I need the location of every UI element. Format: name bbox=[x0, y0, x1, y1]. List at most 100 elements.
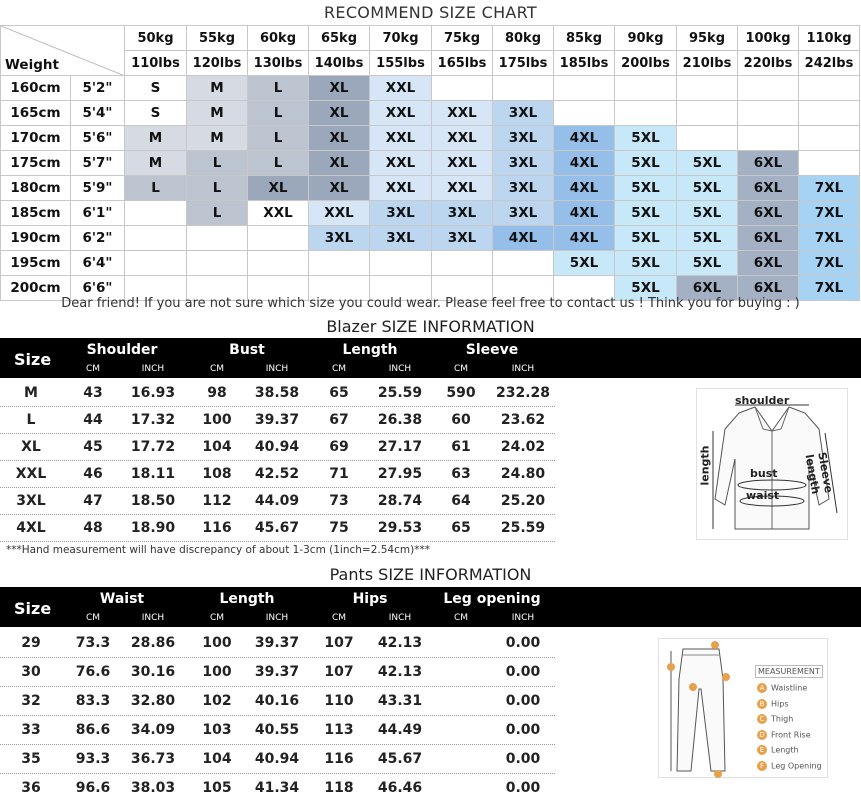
measure-value: 107 bbox=[324, 664, 354, 680]
size-cell: L bbox=[186, 200, 248, 226]
lbs-header: 165lbs bbox=[431, 50, 493, 76]
size-cell: 5XL bbox=[614, 200, 677, 226]
height-ft: 5'2" bbox=[70, 75, 125, 101]
lbs-header: 220lbs bbox=[737, 50, 799, 76]
measure-value: 45 bbox=[83, 439, 103, 455]
measure-value: 113 bbox=[324, 722, 354, 738]
size-cell bbox=[553, 275, 615, 301]
size-cell bbox=[124, 275, 187, 301]
measure-value: 36.73 bbox=[130, 751, 176, 767]
size-cell: L bbox=[186, 175, 248, 201]
size-cell bbox=[431, 275, 493, 301]
measure-value: 86.6 bbox=[75, 722, 111, 738]
size-value: XL bbox=[21, 439, 41, 455]
size-value: 35 bbox=[21, 751, 41, 767]
table-row: L 44 17.32 100 39.37 67 26.38 60 23.62 bbox=[0, 407, 555, 434]
size-cell: 3XL bbox=[492, 175, 554, 201]
unit-inch: INCH bbox=[511, 364, 535, 374]
height-cm: 165cm bbox=[0, 100, 71, 126]
measure-value: 16.93 bbox=[130, 385, 176, 401]
legend-item: D Front Rise bbox=[757, 729, 811, 740]
measure-value: 590 bbox=[446, 385, 476, 401]
table-row: 3XL 47 18.50 112 44.09 73 28.74 64 25.20 bbox=[0, 488, 555, 515]
size-cell bbox=[798, 150, 860, 176]
weight-corner-cell: Weight bbox=[0, 25, 125, 76]
size-cell: 6XL bbox=[737, 275, 799, 301]
height-ft: 6'1" bbox=[70, 200, 125, 226]
unit-inch: INCH bbox=[265, 364, 289, 374]
measure-value: 63 bbox=[451, 466, 471, 482]
size-cell: 6XL bbox=[737, 150, 799, 176]
measure-value: 40.16 bbox=[254, 693, 300, 709]
table-row: 35 93.3 36.73 104 40.94 116 45.67 0.00 bbox=[0, 745, 555, 774]
measure-value: 40.55 bbox=[254, 722, 300, 738]
measure-value: 67 bbox=[329, 412, 349, 428]
table-row: 32 83.3 32.80 102 40.16 110 43.31 0.00 bbox=[0, 687, 555, 716]
measure-value: 0.00 bbox=[505, 722, 541, 738]
height-row: 180cm 5'9" L L XL XL XXL XXL 3XL 4XL 5XL 5XL 6XL 7XL bbox=[0, 175, 860, 201]
size-cell bbox=[737, 75, 799, 101]
size-cell bbox=[553, 100, 615, 126]
size-cell: L bbox=[247, 150, 309, 176]
measure-value: 104 bbox=[202, 439, 232, 455]
measure-value: 18.90 bbox=[130, 520, 176, 536]
legend-item: A Waistline bbox=[757, 683, 807, 693]
legend-label: Front Rise bbox=[771, 730, 811, 739]
height-cm: 185cm bbox=[0, 200, 71, 226]
measure-value: 46.46 bbox=[377, 780, 423, 796]
size-cell bbox=[798, 100, 860, 126]
size-cell bbox=[124, 200, 187, 226]
size-cell: 3XL bbox=[369, 200, 432, 226]
measure-value: 18.11 bbox=[130, 466, 176, 482]
legend-label: Waistline bbox=[771, 683, 808, 693]
size-cell: XXL bbox=[369, 125, 432, 151]
kg-header: 80kg bbox=[492, 25, 554, 51]
diagram-waist-label: waist bbox=[746, 489, 780, 502]
diagram-length-label: length bbox=[698, 445, 712, 486]
measure-value: 39.37 bbox=[254, 412, 300, 428]
measure-value: 96.6 bbox=[75, 780, 111, 796]
column-header: Hips bbox=[352, 591, 388, 607]
lbs-header: 242lbs bbox=[798, 50, 860, 76]
size-cell: XL bbox=[308, 100, 370, 126]
blazer-note: ***Hand measurement will have discrepanc… bbox=[6, 544, 430, 556]
size-cell bbox=[308, 250, 370, 276]
measure-value: 24.80 bbox=[500, 466, 546, 482]
size-cell: 3XL bbox=[431, 225, 493, 251]
size-cell: 4XL bbox=[492, 225, 554, 251]
measure-value: 98 bbox=[207, 385, 227, 401]
measure-value: 61 bbox=[451, 439, 471, 455]
pants-measurement-heading: MEASUREMENT bbox=[755, 665, 823, 678]
measure-value: 42.13 bbox=[377, 635, 423, 651]
size-cell: 7XL bbox=[798, 200, 860, 226]
measure-value: 26.38 bbox=[377, 412, 423, 428]
size-cell: 5XL bbox=[676, 250, 738, 276]
measure-value: 41.34 bbox=[254, 780, 300, 796]
measure-value: 43.31 bbox=[377, 693, 423, 709]
size-cell: 4XL bbox=[553, 225, 615, 251]
measure-value: 44.09 bbox=[254, 493, 300, 509]
legend-marker: D bbox=[757, 729, 767, 740]
measure-value: 48 bbox=[83, 520, 103, 536]
size-cell: XL bbox=[247, 175, 309, 201]
measure-value: 0.00 bbox=[505, 780, 541, 796]
size-cell: XXL bbox=[431, 150, 493, 176]
measure-value: 93.3 bbox=[75, 751, 111, 767]
column-header: Bust bbox=[229, 342, 265, 358]
size-cell bbox=[186, 250, 248, 276]
size-cell: XXL bbox=[431, 175, 493, 201]
table-row: 30 76.6 30.16 100 39.37 107 42.13 0.00 bbox=[0, 658, 555, 687]
measure-value: 30.16 bbox=[130, 664, 176, 680]
size-cell: 5XL bbox=[676, 225, 738, 251]
size-cell bbox=[431, 250, 493, 276]
size-value: 29 bbox=[21, 635, 41, 651]
unit-inch: INCH bbox=[388, 613, 412, 623]
measure-value: 60 bbox=[451, 412, 471, 428]
size-cell: 4XL bbox=[553, 200, 615, 226]
measure-value: 47 bbox=[83, 493, 103, 509]
height-row: 170cm 5'6" M M L XL XXL XXL 3XL 4XL 5XL bbox=[0, 125, 860, 151]
unit-inch: INCH bbox=[388, 364, 412, 374]
unit-inch: INCH bbox=[141, 613, 165, 623]
kg-header: 90kg bbox=[614, 25, 677, 51]
kg-header: 95kg bbox=[676, 25, 738, 51]
